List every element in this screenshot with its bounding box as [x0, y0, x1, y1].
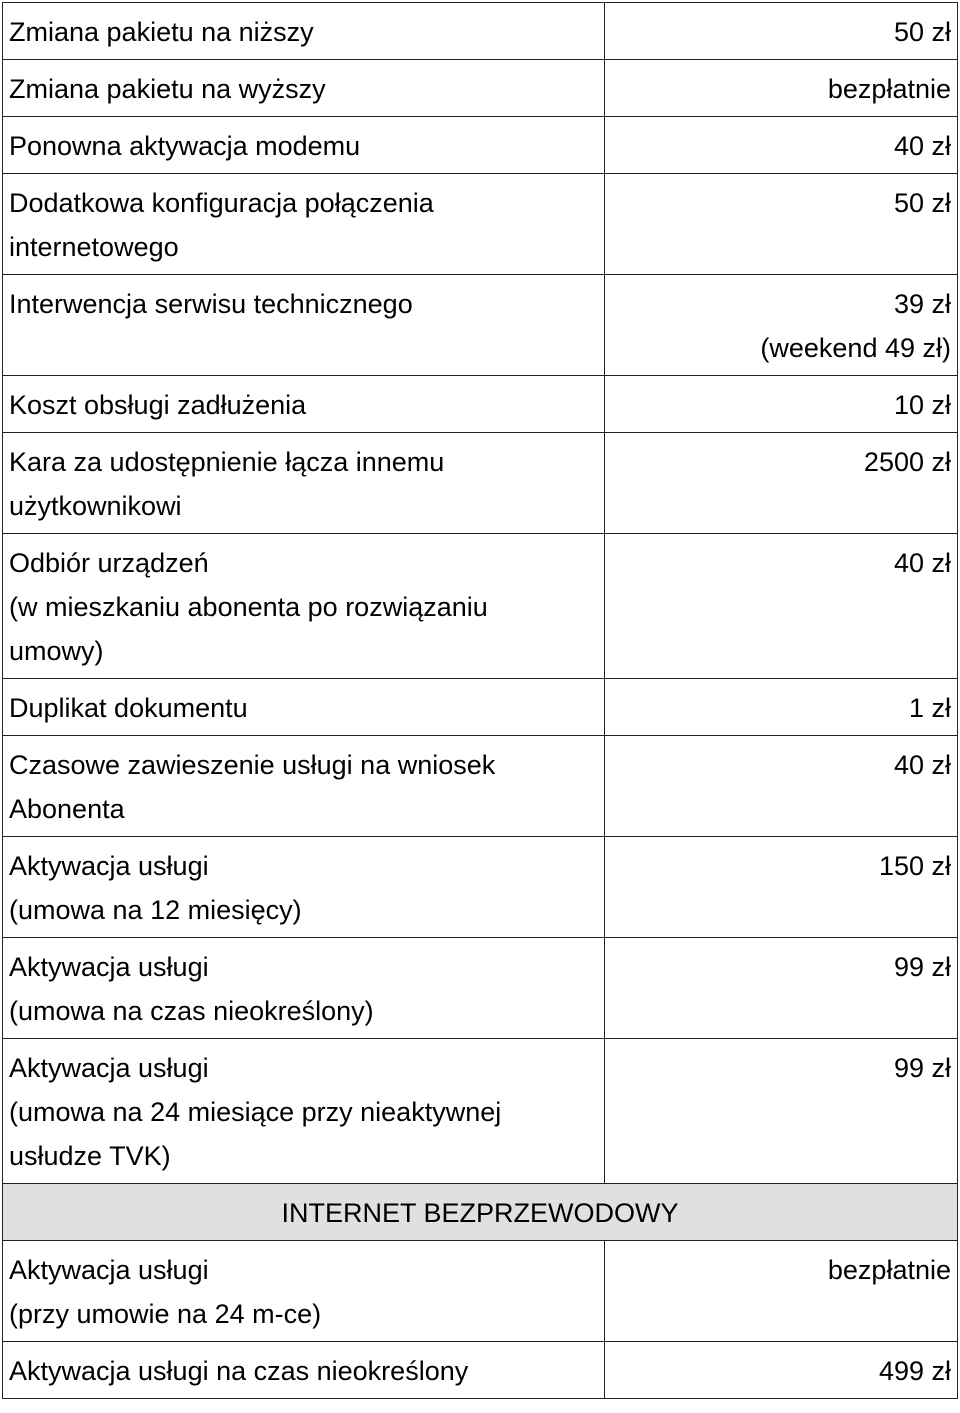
- price-cell: 150 zł: [604, 836, 958, 938]
- service-name: Interwencja serwisu technicznego: [9, 289, 413, 319]
- table-row: Aktywacja usługi (umowa na 24 miesiące p…: [2, 1038, 958, 1184]
- service-name-cell: Interwencja serwisu technicznego: [2, 274, 605, 376]
- price-cell: 499 zł: [604, 1341, 958, 1399]
- service-name: Abonenta: [9, 794, 125, 824]
- price-cell: 50 zł: [604, 2, 958, 60]
- table-row: Dodatkowa konfiguracja połączenia intern…: [2, 173, 958, 275]
- price-value: 40 zł: [893, 131, 951, 161]
- service-name: (umowa na czas nieokreślony): [9, 996, 374, 1026]
- price-value: 2500 zł: [863, 447, 951, 477]
- price-cell: 2500 zł: [604, 432, 958, 534]
- table-row: Aktywacja usługi (umowa na 12 miesięcy) …: [2, 836, 958, 938]
- price-cell: 40 zł: [604, 533, 958, 679]
- price-cell: 40 zł: [604, 116, 958, 174]
- price-value: 10 zł: [893, 390, 951, 420]
- table-row: Odbiór urządzeń (w mieszkaniu abonenta p…: [2, 533, 958, 679]
- service-name: (umowa na 24 miesiące przy nieaktywnej: [9, 1097, 502, 1127]
- service-name-cell: Kara za udostępnienie łącza innemu użytk…: [2, 432, 605, 534]
- service-name-cell: Koszt obsługi zadłużenia: [2, 375, 605, 433]
- table-row: Zmiana pakietu na niższy 50 zł: [2, 2, 958, 60]
- service-name: Aktywacja usługi: [9, 851, 209, 881]
- service-name: Kara za udostępnienie łącza innemu: [9, 447, 445, 477]
- price-note: (weekend 49 zł): [760, 333, 951, 363]
- price-value: 50 zł: [893, 17, 951, 47]
- service-name: (w mieszkaniu abonenta po rozwiązaniu: [9, 592, 488, 622]
- service-name-cell: Duplikat dokumentu: [2, 678, 605, 736]
- service-name: Aktywacja usługi: [9, 1255, 209, 1285]
- price-value: 150 zł: [878, 851, 951, 881]
- service-name-cell: Odbiór urządzeń (w mieszkaniu abonenta p…: [2, 533, 605, 679]
- price-cell: 40 zł: [604, 735, 958, 837]
- service-name-cell: Dodatkowa konfiguracja połączenia intern…: [2, 173, 605, 275]
- service-name: umowy): [9, 636, 104, 666]
- service-name: internetowego: [9, 232, 179, 262]
- table-row: Duplikat dokumentu 1 zł: [2, 678, 958, 736]
- service-name: Ponowna aktywacja modemu: [9, 131, 361, 161]
- service-name: Aktywacja usługi: [9, 952, 209, 982]
- table-row: Interwencja serwisu technicznego 39 zł (…: [2, 274, 958, 376]
- table-row: Zmiana pakietu na wyższy bezpłatnie: [2, 59, 958, 117]
- table-row: Czasowe zawieszenie usługi na wniosek Ab…: [2, 735, 958, 837]
- table-row: Aktywacja usługi na czas nieokreślony 49…: [2, 1341, 958, 1399]
- price-cell: bezpłatnie: [604, 1240, 958, 1342]
- price-cell: 39 zł (weekend 49 zł): [604, 274, 958, 376]
- section-title: INTERNET BEZPRZEWODOWY: [2, 1183, 958, 1241]
- price-cell: 1 zł: [604, 678, 958, 736]
- service-name: (przy umowie na 24 m-ce): [9, 1299, 322, 1329]
- service-name-cell: Aktywacja usługi (umowa na 24 miesiące p…: [2, 1038, 605, 1184]
- table-row: Kara za udostępnienie łącza innemu użytk…: [2, 432, 958, 534]
- price-cell: 10 zł: [604, 375, 958, 433]
- service-name: Aktywacja usługi: [9, 1053, 209, 1083]
- table-row: Koszt obsługi zadłużenia 10 zł: [2, 375, 958, 433]
- service-name: użytkownikowi: [9, 491, 182, 521]
- service-name-cell: Czasowe zawieszenie usługi na wniosek Ab…: [2, 735, 605, 837]
- table-row: Aktywacja usługi (przy umowie na 24 m-ce…: [2, 1240, 958, 1342]
- service-name: Czasowe zawieszenie usługi na wniosek: [9, 750, 496, 780]
- price-value: 499 zł: [878, 1356, 951, 1386]
- price-value: bezpłatnie: [827, 1255, 951, 1285]
- price-value: 39 zł: [893, 289, 951, 319]
- price-cell: 99 zł: [604, 1038, 958, 1184]
- table-row: Ponowna aktywacja modemu 40 zł: [2, 116, 958, 174]
- section-header-row: INTERNET BEZPRZEWODOWY: [2, 1183, 958, 1241]
- service-name: Zmiana pakietu na niższy: [9, 17, 314, 47]
- table-row: Aktywacja usługi (umowa na czas nieokreś…: [2, 937, 958, 1039]
- price-cell: 99 zł: [604, 937, 958, 1039]
- service-name-cell: Zmiana pakietu na niższy: [2, 2, 605, 60]
- price-value: bezpłatnie: [827, 74, 951, 104]
- service-name: Dodatkowa konfiguracja połączenia: [9, 188, 434, 218]
- price-cell: 50 zł: [604, 173, 958, 275]
- service-name: Aktywacja usługi na czas nieokreślony: [9, 1356, 469, 1386]
- service-name: Odbiór urządzeń: [9, 548, 209, 578]
- service-name-cell: Aktywacja usługi (przy umowie na 24 m-ce…: [2, 1240, 605, 1342]
- service-name: (umowa na 12 miesięcy): [9, 895, 302, 925]
- price-value: 40 zł: [893, 750, 951, 780]
- price-value: 40 zł: [893, 548, 951, 578]
- service-name-cell: Aktywacja usługi (umowa na 12 miesięcy): [2, 836, 605, 938]
- price-value: 99 zł: [893, 952, 951, 982]
- price-value: 99 zł: [893, 1053, 951, 1083]
- price-value: 1 zł: [908, 693, 951, 723]
- service-name-cell: Aktywacja usługi (umowa na czas nieokreś…: [2, 937, 605, 1039]
- service-name-cell: Aktywacja usługi na czas nieokreślony: [2, 1341, 605, 1399]
- service-name-cell: Ponowna aktywacja modemu: [2, 116, 605, 174]
- service-name-cell: Zmiana pakietu na wyższy: [2, 59, 605, 117]
- service-name: Zmiana pakietu na wyższy: [9, 74, 326, 104]
- service-name: usłudze TVK): [9, 1141, 171, 1171]
- price-cell: bezpłatnie: [604, 59, 958, 117]
- price-value: 50 zł: [893, 188, 951, 218]
- service-name: Koszt obsługi zadłużenia: [9, 390, 307, 420]
- service-name: Duplikat dokumentu: [9, 693, 248, 723]
